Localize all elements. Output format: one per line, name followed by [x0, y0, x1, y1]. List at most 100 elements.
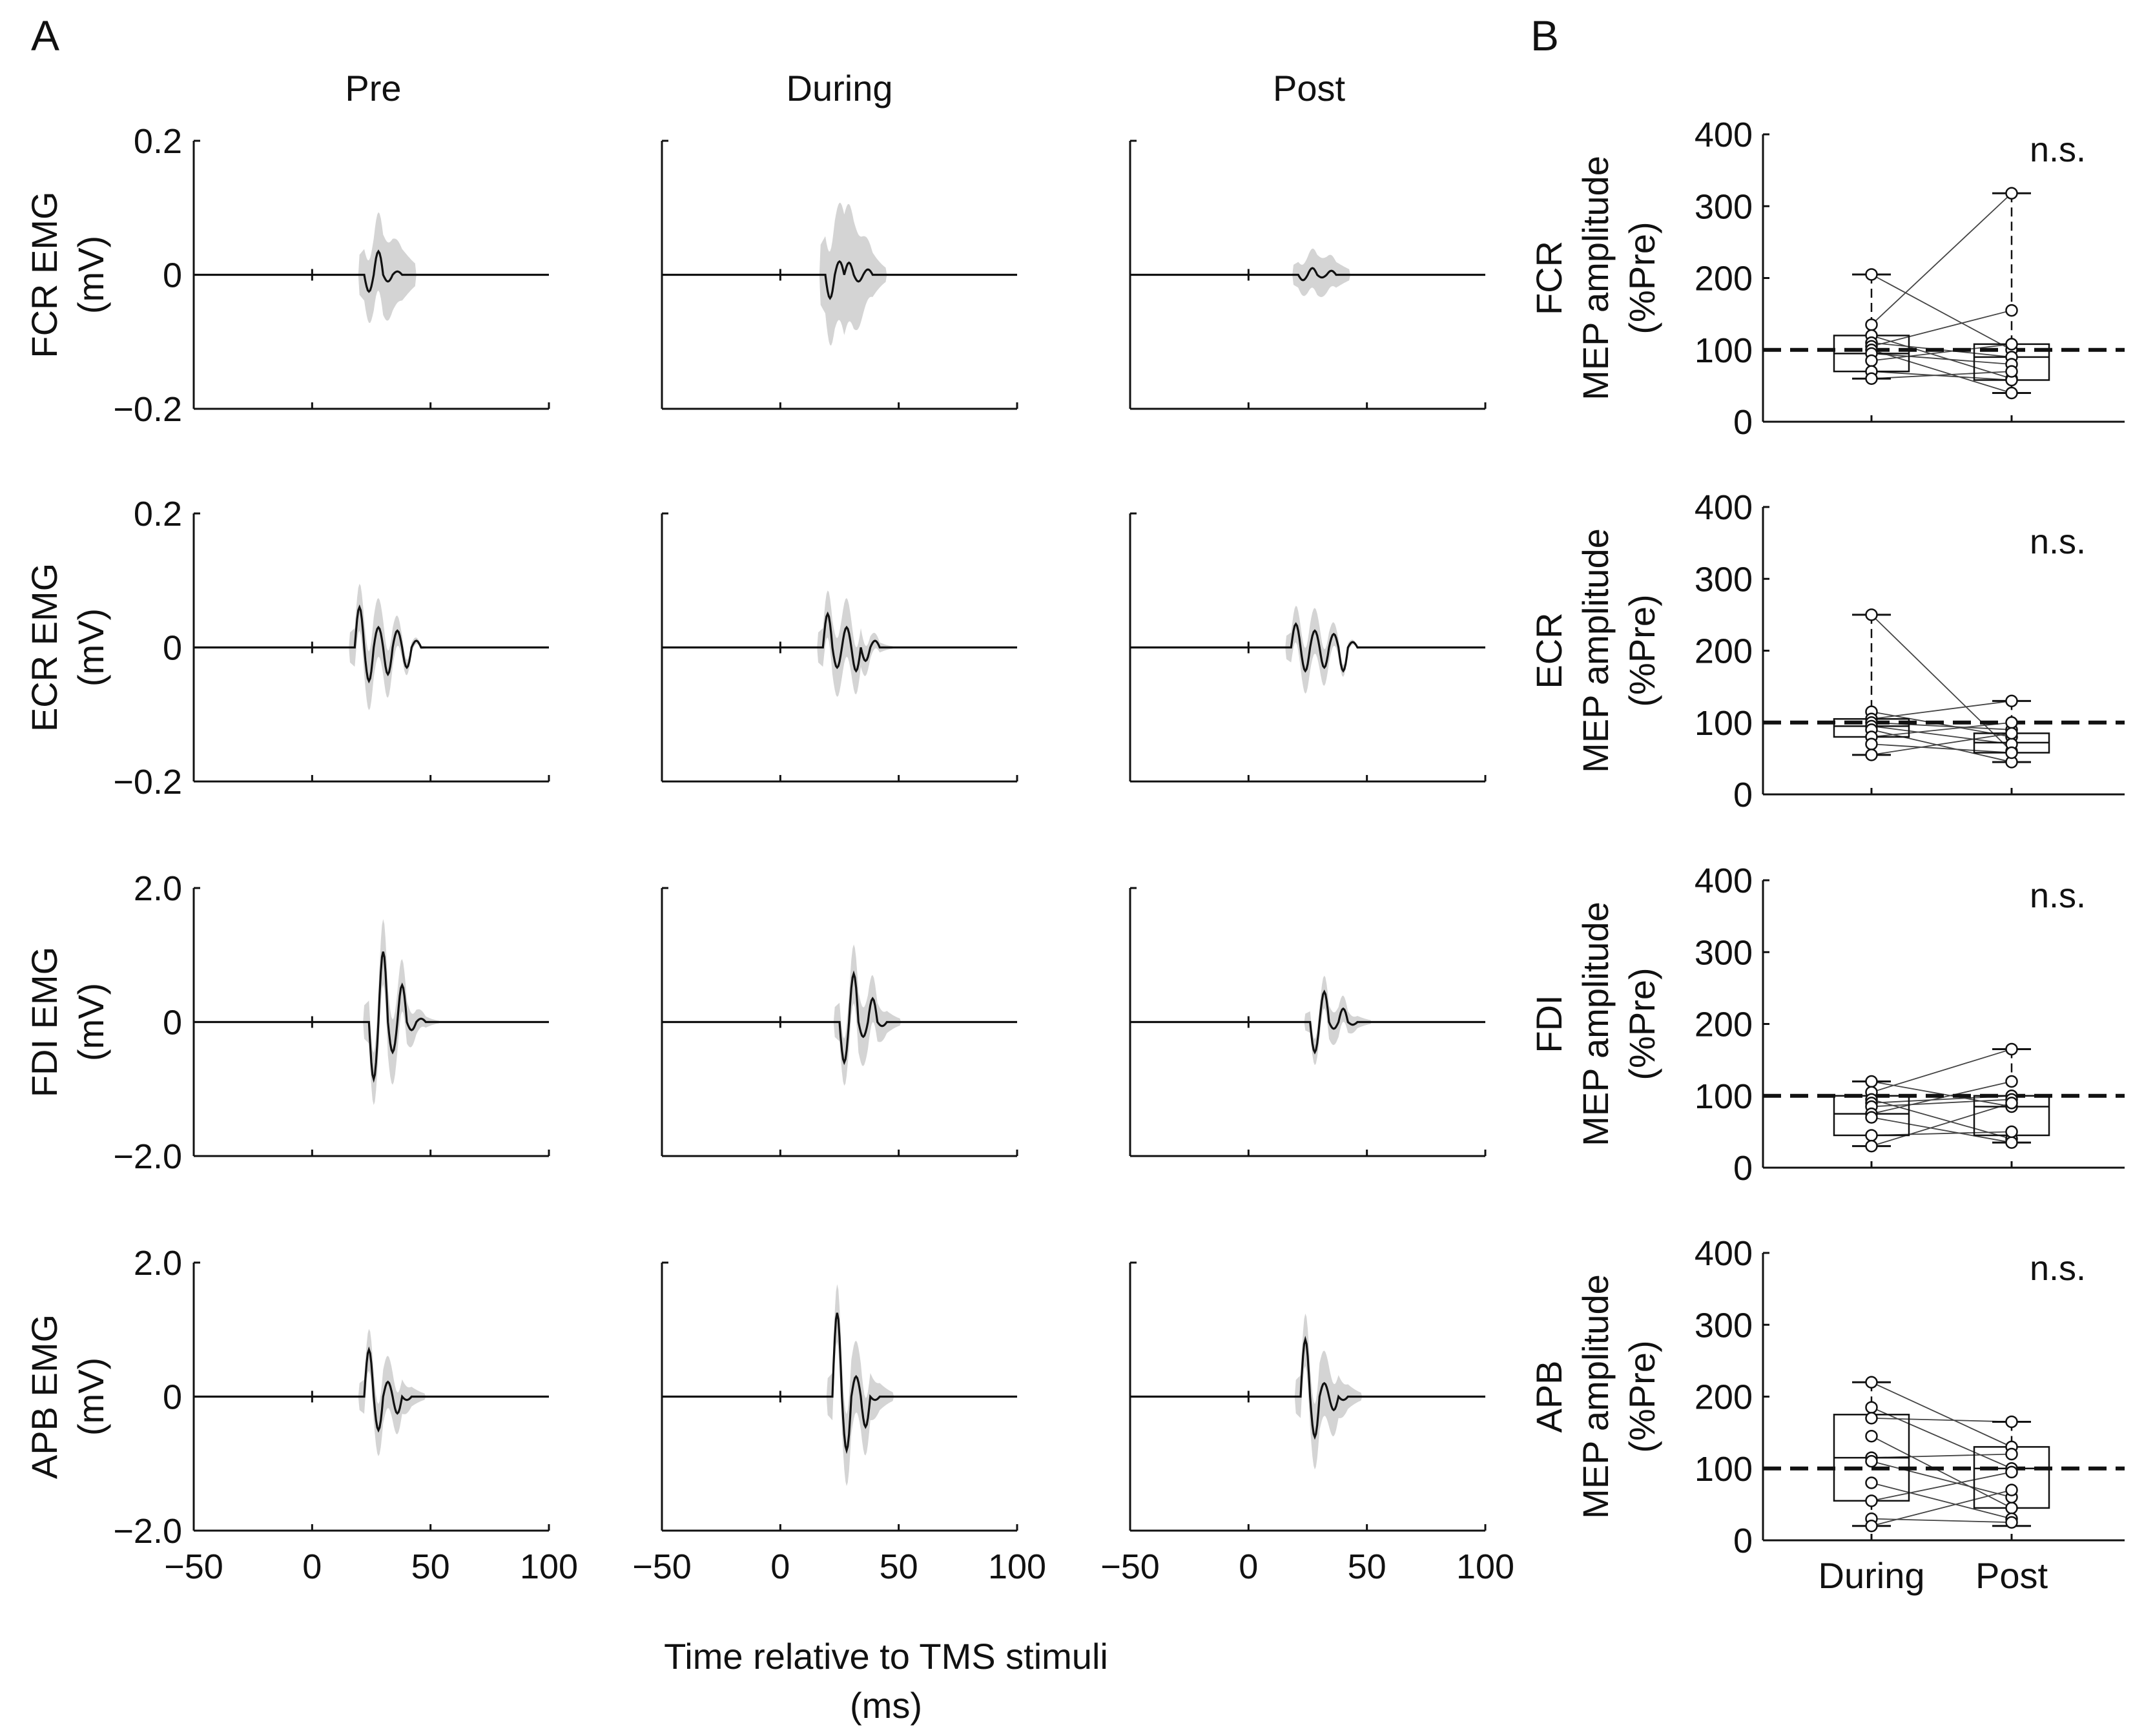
b-fcr-post-subject-point: [2005, 338, 2018, 351]
b-fcr-post-subject-point: [2005, 304, 2018, 317]
b-fcr-subject-line: [1871, 349, 2012, 394]
ecr-pre-ytick-label: −0.2: [113, 763, 182, 801]
b-ecr-subject-line: [1871, 700, 2012, 720]
b-apb-ytick-label: 400: [1695, 1234, 1753, 1273]
b-fdi-post-subject-point: [2005, 1097, 2018, 1110]
fdi-during-mean-trace: [662, 970, 1017, 1066]
panel-b-letter: B: [1531, 12, 1559, 59]
b-ecr-post-subject-point: [2005, 746, 2018, 760]
b-fcr-ylabel: MEP amplitude: [1575, 156, 1616, 400]
b-fdi-ytick-label: 100: [1695, 1077, 1753, 1116]
b-fdi-ylabel-units: (%Pre): [1622, 967, 1662, 1080]
b-fdi-during-subject-point: [1865, 1075, 1878, 1088]
fcr-during-mean-trace: [662, 260, 1017, 300]
ecr-during-variability-band: [662, 590, 1017, 697]
b-fdi-post-subject-point: [2005, 1042, 2018, 1056]
fcr-pre-ytick-label: 0: [163, 256, 182, 295]
b-fdi-significance: n.s.: [2030, 876, 2086, 915]
b-fcr-subject-line: [1871, 371, 2012, 381]
b-ecr-post-subject-point: [2005, 716, 2018, 729]
ecr-pre-ytick-label: 0.2: [134, 495, 182, 533]
b-apb-ylabel-units: (%Pre): [1622, 1340, 1662, 1452]
b-apb-subject-line: [1871, 1489, 2012, 1527]
apb-pre-ytick-label: −2.0: [113, 1512, 182, 1551]
ylabel-fcr-units: (mV): [70, 236, 111, 314]
b-ecr-ytick-label: 300: [1695, 560, 1753, 599]
b-apb-ylabel: MEP amplitude: [1575, 1274, 1616, 1519]
b-apb-during-subject-point: [1865, 1494, 1878, 1507]
fcr-post-mean-trace: [1130, 267, 1485, 282]
b-apb-post-subject-point: [2005, 1415, 2018, 1429]
b-apb-post-subject-point: [2005, 1465, 2018, 1479]
b-fdi-during-subject-point: [1865, 1111, 1878, 1124]
fcr-during-variability-band: [662, 202, 1017, 346]
b-fcr-subject-line: [1871, 353, 2012, 365]
ecr-post-variability-band: [1130, 605, 1485, 694]
apb-pre-ytick-label: 2.0: [134, 1244, 182, 1283]
apb-pre-xtick-label: 100: [520, 1547, 578, 1586]
b-apb-during-subject-point: [1865, 1520, 1878, 1533]
apb-during-xtick-label: 0: [770, 1547, 790, 1586]
b-apb-category-label: During: [1819, 1555, 1925, 1596]
b-ecr-ytick-label: 400: [1695, 488, 1753, 527]
apb-during-mean-trace: [662, 1312, 1017, 1454]
ecr-pre-ytick-label: 0: [163, 629, 182, 668]
b-ecr-post-subject-point: [2005, 694, 2018, 708]
fdi-post-variability-band: [1130, 975, 1485, 1066]
apb-pre-mean-trace: [194, 1346, 549, 1433]
b-apb-post-subject-point: [2005, 1447, 2018, 1461]
apb-during-variability-band: [662, 1284, 1017, 1486]
b-fcr-subject-line: [1871, 192, 2012, 326]
apb-during-xtick-label: 100: [988, 1547, 1046, 1586]
apb-pre-xtick-label: 0: [302, 1547, 322, 1586]
b-fcr-subject-line: [1871, 335, 2012, 380]
fcr-pre-ytick-label: 0.2: [134, 122, 182, 161]
b-apb-during-subject-point: [1865, 1412, 1878, 1425]
b-ecr-subject-line: [1871, 732, 2012, 756]
b-fdi-subject-line: [1871, 1099, 2012, 1108]
b-apb-ytick-label: 0: [1733, 1522, 1753, 1560]
fdi-pre-mean-trace: [194, 951, 549, 1083]
b-fdi-during-subject-point: [1865, 1129, 1878, 1142]
b-apb-muscle-label: APB: [1529, 1360, 1569, 1432]
fdi-pre-ytick-label: −2.0: [113, 1137, 182, 1176]
b-fdi-ytick-label: 200: [1695, 1006, 1753, 1044]
b-ecr-subject-line: [1871, 725, 2012, 745]
b-fcr-muscle-label: FCR: [1529, 241, 1569, 315]
b-apb-post-subject-point: [2005, 1502, 2018, 1514]
b-fcr-ytick-label: 300: [1695, 187, 1753, 226]
b-fcr-ylabel-units: (%Pre): [1622, 222, 1662, 334]
b-fcr-subject-line: [1871, 371, 2012, 380]
fdi-pre-variability-band: [194, 919, 549, 1106]
b-ecr-during-subject-point: [1865, 608, 1878, 621]
b-apb-significance: n.s.: [2030, 1249, 2086, 1288]
ylabel-ecr-units: (mV): [70, 608, 111, 687]
b-fcr-significance: n.s.: [2030, 130, 2086, 169]
apb-post-xtick-label: −50: [1100, 1547, 1160, 1586]
b-fcr-subject-line: [1871, 309, 2012, 347]
b-apb-ytick-label: 200: [1695, 1378, 1753, 1417]
b-apb-during-subject-point: [1865, 1376, 1878, 1389]
b-apb-during-subject-point: [1865, 1454, 1878, 1468]
ylabel-apb-units: (mV): [70, 1358, 111, 1436]
b-fcr-post-subject-point: [2005, 187, 2018, 200]
b-apb-subject-line: [1871, 1482, 2012, 1520]
b-apb-subject-line: [1871, 1460, 2012, 1498]
b-apb-ytick-label: 300: [1695, 1306, 1753, 1345]
b-ecr-subject-line: [1871, 721, 2012, 738]
b-fcr-post-subject-point: [2005, 386, 2018, 400]
b-apb-ytick-label: 100: [1695, 1450, 1753, 1489]
b-ecr-subject-line: [1871, 743, 2012, 754]
b-fdi-ytick-label: 400: [1695, 862, 1753, 900]
apb-pre-variability-band: [194, 1328, 549, 1456]
apb-post-xtick-label: 50: [1348, 1547, 1386, 1586]
panel-a-letter: A: [31, 12, 59, 59]
b-fdi-ytick-label: 300: [1695, 933, 1753, 972]
b-fdi-post-subject-point: [2005, 1075, 2018, 1088]
b-apb-subject-line: [1871, 1381, 2012, 1448]
apb-post-xtick-label: 100: [1456, 1547, 1514, 1586]
b-ecr-ylabel-units: (%Pre): [1622, 594, 1662, 707]
b-ecr-subject-line: [1871, 728, 2012, 763]
